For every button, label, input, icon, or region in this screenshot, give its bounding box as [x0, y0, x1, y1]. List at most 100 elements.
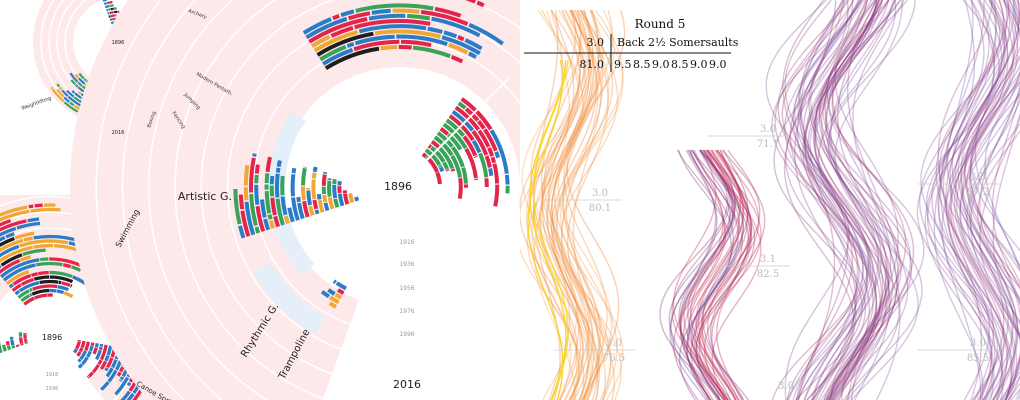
arc-bar — [10, 339, 15, 346]
arc-bar — [35, 261, 63, 267]
arc-bar — [254, 226, 261, 234]
ribbon-line — [688, 149, 741, 400]
arc-bar — [17, 289, 31, 299]
arc-bar — [249, 157, 256, 193]
ribbon-line — [541, 9, 584, 400]
arc-bar — [427, 26, 443, 34]
arc-bar — [79, 350, 88, 361]
ribbon-line — [807, 0, 878, 400]
ribbon-line — [834, 0, 919, 400]
anno-difficulty: 3.0 — [778, 381, 794, 392]
judge-score: 9.0 — [652, 58, 670, 71]
ribbon-line — [686, 149, 735, 400]
ribbon-line — [818, 0, 902, 400]
arc-bar — [448, 42, 469, 55]
anno-score: 87.2 — [967, 187, 989, 198]
arc-bar — [254, 184, 260, 205]
arc-bar — [91, 363, 101, 374]
ribbon-line — [802, 0, 878, 400]
arc-bar — [19, 337, 24, 344]
arc-bar — [30, 207, 61, 213]
arc-bar — [81, 356, 89, 366]
arc-bar — [252, 153, 257, 157]
arc-bar — [77, 86, 85, 93]
arc-bar — [75, 341, 81, 350]
arc-bar — [5, 340, 10, 346]
arc-bar — [240, 210, 251, 237]
arc-bar — [254, 174, 259, 184]
arc-bar — [28, 287, 33, 292]
arc-bar — [106, 345, 113, 356]
ribbon-line — [551, 9, 599, 400]
ribbon-line — [572, 9, 606, 400]
arc-bar — [49, 275, 74, 284]
arc-bar — [23, 236, 33, 242]
arc-bar — [83, 78, 87, 82]
arc-bar — [336, 288, 345, 295]
ribbon-line — [927, 0, 1004, 400]
year-label: 1976 — [399, 308, 414, 315]
year-label: 1956 — [399, 285, 414, 292]
arc-bar — [324, 46, 380, 71]
ribbon-line — [831, 0, 915, 400]
arc-bar — [99, 343, 104, 347]
arc-bar — [99, 344, 108, 361]
ribbon-line — [804, 0, 870, 400]
ribbon-line — [939, 0, 993, 400]
ribbon-line — [781, 0, 870, 400]
arc-bar — [477, 129, 491, 148]
arc-bar — [287, 207, 295, 223]
arc-bar — [300, 186, 306, 201]
ribbon-line — [837, 0, 898, 400]
arc-bar — [102, 0, 108, 2]
ribbon-line — [679, 149, 717, 400]
arc-bar — [111, 359, 118, 369]
arc-bar — [70, 265, 82, 272]
arc-bar — [106, 357, 114, 369]
ribbon-line — [546, 9, 593, 400]
ribbon-line — [951, 0, 1015, 400]
arc-bar — [316, 31, 374, 57]
arc-bar — [465, 0, 476, 4]
ribbon-line — [521, 9, 581, 400]
arc-bar — [441, 35, 481, 56]
annotations: 3.0 80.1 3.0 76.5 3.0 71.1 3.1 82.5 3.3 87.2 3.0 85… — [540, 124, 1000, 392]
ribbon-line — [547, 9, 594, 400]
ribbon-line — [818, 0, 900, 400]
round-title: Round 5 — [635, 17, 686, 31]
arc-bar — [238, 225, 246, 239]
arc-bar — [327, 196, 335, 210]
ribbon-line — [709, 149, 766, 400]
arc-bar — [319, 44, 347, 62]
arc-bar — [0, 236, 15, 247]
ribbon-line — [828, 0, 925, 400]
anno-score: 85.5 — [967, 353, 989, 364]
ribbon-line — [520, 9, 581, 400]
arc-bar — [20, 343, 24, 346]
ribbon-line — [695, 149, 750, 400]
arc-bar — [105, 367, 114, 378]
arc-bar — [104, 367, 109, 372]
arc-bar — [114, 376, 130, 396]
judge-score: 8.5 — [633, 58, 651, 71]
arc-bar — [0, 245, 34, 263]
arc-bar — [108, 15, 111, 18]
ribbon-line — [977, 129, 1020, 289]
year-label: 1936 — [399, 261, 414, 268]
arc-bar — [396, 34, 448, 47]
ring-separator — [174, 0, 324, 400]
arc-bar — [273, 215, 281, 228]
arc-bar — [126, 392, 135, 400]
ribbon-line — [566, 9, 616, 400]
ribbon-line — [555, 9, 612, 400]
arc-bar — [0, 244, 20, 258]
ribbon-line — [974, 54, 1020, 400]
arc-bar — [20, 277, 35, 286]
arc-bar — [424, 155, 429, 160]
arc-bar — [313, 29, 359, 53]
ribbon-line — [543, 9, 591, 400]
arc-bar — [283, 215, 290, 225]
year-label: 1896 — [42, 333, 62, 342]
ribbon-line — [693, 149, 744, 400]
arc-bar — [398, 44, 412, 50]
